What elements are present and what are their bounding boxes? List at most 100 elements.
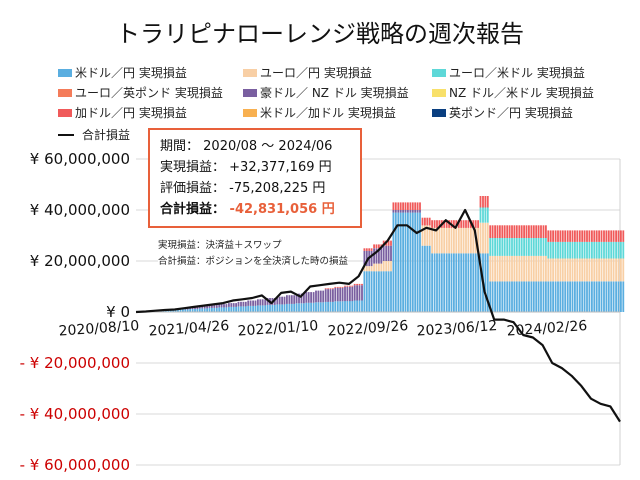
- bar-segment: [215, 305, 218, 308]
- bar-segment: [607, 241, 610, 259]
- bar-segment: [431, 253, 433, 312]
- bar-segment: [450, 253, 453, 312]
- bar-segment: [303, 303, 305, 312]
- bar-segment: [266, 304, 269, 312]
- bar-segment: [424, 217, 426, 226]
- bar-segment: [402, 212, 404, 312]
- bar-segment: [419, 202, 421, 210]
- bar-segment: [554, 230, 557, 242]
- bar-segment: [334, 286, 337, 288]
- total-pl-line: [135, 208, 621, 423]
- bar-segment: [167, 310, 170, 312]
- bar-segment: [305, 292, 308, 303]
- bar-segment: [532, 238, 535, 256]
- bar-segment: [402, 210, 404, 213]
- bar-segment: [501, 238, 504, 256]
- period-value: 2020/08 ～ 2024/06: [203, 139, 333, 154]
- bar-segment: [399, 210, 402, 213]
- bar-segment: [416, 210, 419, 213]
- bar-segment: [390, 240, 392, 246]
- bar-segment: [479, 222, 482, 254]
- legend-swatch: [432, 88, 446, 97]
- bar-segment: [235, 303, 237, 307]
- bar-segment: [254, 305, 257, 312]
- bar-segment: [445, 253, 448, 312]
- bar-segment: [528, 238, 530, 256]
- bar-segment: [540, 255, 542, 282]
- bar-segment: [477, 220, 479, 228]
- bar-segment: [508, 255, 511, 282]
- bar-segment: [324, 288, 327, 290]
- legend-swatch: [58, 88, 72, 97]
- bar-segment: [455, 253, 458, 312]
- bar-segment: [356, 283, 358, 286]
- bar-segment: [557, 258, 559, 282]
- period-row: 期間： 2020/08 ～ 2024/06: [160, 136, 360, 157]
- bar-segment: [513, 238, 516, 256]
- bar-segment: [162, 310, 165, 312]
- bar-segment: [365, 250, 368, 267]
- bar-segment: [603, 230, 605, 242]
- bar-segment: [242, 301, 245, 307]
- bar-segment: [496, 238, 499, 256]
- bar-segment: [620, 230, 622, 242]
- bar-segment: [404, 212, 407, 312]
- bar-segment: [549, 258, 552, 282]
- bar-segment: [617, 230, 620, 242]
- bar-segment: [591, 230, 593, 242]
- bar-segment: [528, 225, 530, 238]
- total-value: -42,831,056 円: [229, 202, 335, 217]
- bar-segment: [165, 310, 167, 312]
- bar-segment: [198, 306, 201, 309]
- bar-segment: [600, 230, 603, 242]
- y-tick-label: ¥ 60,000,000: [29, 150, 130, 168]
- bar-segment: [242, 306, 245, 312]
- bar-segment: [189, 308, 191, 312]
- bar-segment: [532, 281, 535, 312]
- bar-segment: [218, 304, 221, 308]
- bar-segment: [443, 227, 446, 254]
- bar-segment: [351, 286, 354, 302]
- legend-swatch: [432, 68, 446, 77]
- bar-segment: [208, 307, 211, 312]
- legend-label: ユーロ／円 実現損益: [260, 66, 372, 80]
- bar-segment: [365, 271, 368, 312]
- bar-segment: [397, 202, 400, 210]
- bar-segment: [612, 258, 615, 282]
- bar-segment: [421, 245, 424, 312]
- bar-segment: [457, 253, 460, 312]
- bar-segment: [249, 300, 252, 306]
- bar-segment: [615, 230, 617, 242]
- bar-segment: [317, 302, 320, 312]
- bar-segment: [373, 271, 375, 312]
- bar-segment: [571, 230, 574, 242]
- bar-segment: [319, 302, 322, 312]
- bar-segment: [591, 281, 593, 312]
- bar-segment: [513, 255, 516, 282]
- bar-segment: [535, 255, 538, 282]
- bar-segment: [300, 293, 303, 304]
- bar-segment: [576, 241, 579, 259]
- bar-segment: [617, 258, 620, 282]
- bar-segment: [501, 225, 504, 238]
- legend-label: ユーロ／米ドル 実現損益: [449, 66, 585, 80]
- bar-segment: [235, 306, 237, 312]
- bar-segment: [453, 220, 455, 228]
- bar-segment: [254, 300, 257, 306]
- bar-segment: [201, 306, 204, 309]
- bar-segment: [569, 258, 571, 282]
- bar-segment: [515, 238, 518, 256]
- bar-segment: [453, 253, 455, 312]
- bar-segment: [407, 210, 409, 213]
- bar-segment: [424, 245, 426, 312]
- bar-segment: [578, 241, 581, 259]
- bar-segment: [288, 295, 291, 304]
- bar-segment: [620, 258, 622, 282]
- bar-segment: [569, 230, 571, 242]
- bar-segment: [528, 281, 530, 312]
- bar-segment: [394, 202, 397, 210]
- bar-segment: [232, 303, 235, 307]
- bar-segment: [559, 281, 562, 312]
- realized-label: 実現損益：: [160, 160, 226, 175]
- bar-segment: [540, 225, 542, 238]
